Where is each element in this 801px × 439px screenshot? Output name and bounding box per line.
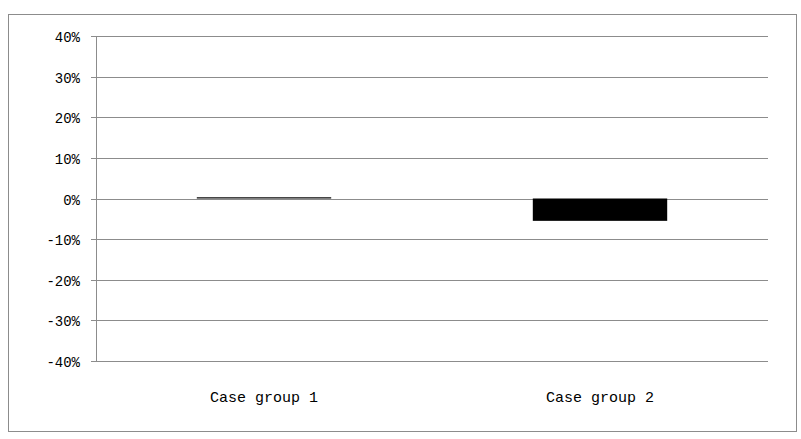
y-tick: [91, 158, 96, 159]
y-tick: [91, 239, 96, 240]
bar: [197, 197, 331, 198]
y-tick: [91, 117, 96, 118]
y-tick-label: 30%: [55, 71, 81, 87]
grid-line: [96, 280, 768, 281]
grid-line: [96, 239, 768, 240]
grid-line: [96, 199, 768, 200]
grid-line: [96, 158, 768, 159]
y-tick: [91, 77, 96, 78]
grid-line: [96, 77, 768, 78]
grid-line: [96, 36, 768, 37]
y-tick-label: -30%: [46, 314, 80, 330]
grid-line: [96, 320, 768, 321]
y-tick-label: 10%: [55, 152, 81, 168]
y-tick: [91, 199, 96, 200]
y-tick-label: -20%: [46, 274, 80, 290]
y-tick: [91, 280, 96, 281]
y-tick-label: 40%: [55, 30, 81, 46]
bars: [197, 197, 667, 221]
y-axis: [96, 36, 97, 361]
y-tick-label: -40%: [46, 355, 80, 371]
chart-container: -40% -30% -20% -10% 0% 10% 20% 30% 40% Case group…: [0, 0, 801, 439]
y-tick: [91, 320, 96, 321]
y-tick: [91, 361, 96, 362]
y-tick-label: -10%: [46, 233, 80, 249]
chart-frame: [9, 15, 797, 432]
chart-svg: -40% -30% -20% -10% 0% 10% 20% 30% 40% Case group…: [0, 0, 801, 439]
grid-line: [96, 361, 768, 362]
grid-line: [96, 117, 768, 118]
x-tick-label: Case group 1: [210, 390, 318, 407]
y-tick: [91, 36, 96, 37]
x-tick-label: Case group 2: [546, 390, 654, 407]
y-tick-label: 0%: [63, 193, 80, 209]
bar: [533, 199, 667, 221]
y-tick-label: 20%: [55, 111, 81, 127]
